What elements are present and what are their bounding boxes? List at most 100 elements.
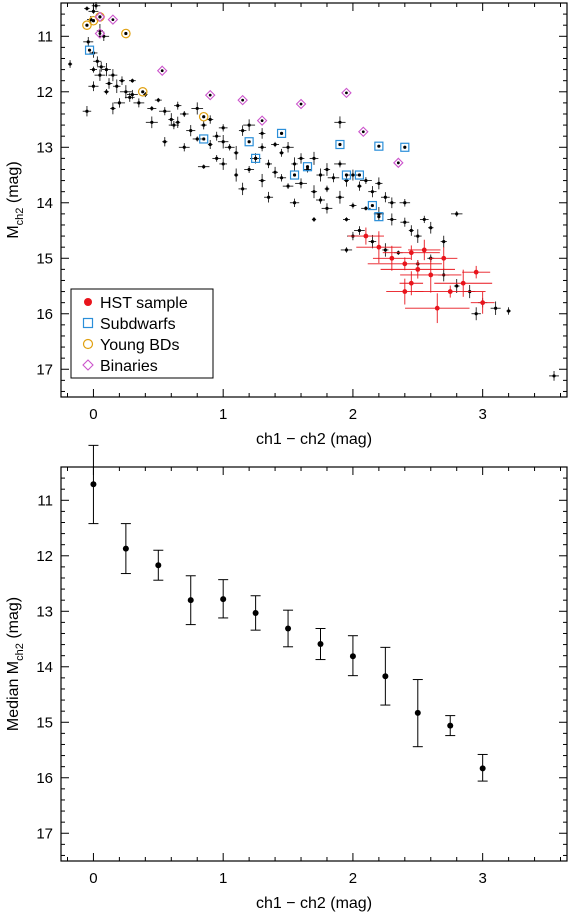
- field-point: [344, 248, 349, 252]
- field-point: [182, 112, 186, 116]
- field-point: [169, 117, 173, 122]
- binary-marker: [237, 94, 248, 106]
- binary-marker: [107, 14, 119, 25]
- young-bd-marker: [121, 28, 131, 39]
- y-axis-label-unit: (mag): [5, 597, 22, 643]
- field-point: [130, 79, 134, 83]
- field-point: [299, 181, 303, 185]
- field-point: [455, 212, 459, 216]
- y-axis-label-main: M: [5, 225, 22, 238]
- x-tick-label: 1: [219, 406, 227, 423]
- legend-subdwarf-marker: [82, 317, 94, 329]
- binary-center: [111, 18, 115, 22]
- subdwarf-marker: [400, 142, 410, 152]
- subdwarf-center: [87, 48, 92, 52]
- subdwarf-center: [344, 173, 349, 177]
- field-point: [91, 9, 96, 13]
- subdwarf-marker: [276, 128, 287, 139]
- median-point: [220, 596, 227, 603]
- field-point: [111, 106, 115, 111]
- binary-center: [98, 32, 102, 35]
- field-point: [364, 206, 368, 210]
- field-point: [344, 178, 349, 183]
- field-point: [279, 176, 284, 180]
- binary-center: [160, 69, 164, 73]
- median-point: [479, 765, 486, 772]
- young-bd-center: [85, 23, 89, 27]
- field-point: [163, 109, 167, 113]
- field-point: [403, 220, 407, 224]
- legend-label: Binaries: [100, 358, 158, 375]
- x-tick-label: 0: [89, 870, 97, 887]
- hst-point: [434, 305, 440, 311]
- x-tick-label: 1: [219, 870, 227, 887]
- subdwarf-center: [292, 173, 297, 177]
- y-tick-label: 17: [36, 361, 53, 378]
- field-point: [266, 162, 271, 166]
- binary-center: [345, 91, 348, 95]
- hst-point: [447, 289, 453, 294]
- subdwarf-center: [305, 165, 310, 169]
- field-point: [292, 201, 297, 205]
- field-point: [273, 142, 277, 147]
- field-point: [260, 145, 264, 149]
- median-point: [447, 722, 454, 729]
- hst-point: [480, 300, 486, 306]
- field-point: [338, 195, 342, 199]
- field-point: [344, 217, 349, 222]
- binary-center: [396, 161, 400, 165]
- hst-point: [421, 247, 427, 253]
- young-bd-marker: [198, 111, 209, 122]
- binary-center: [299, 102, 303, 106]
- field-point: [403, 201, 407, 205]
- x-axis-label: ch1 − ch2 (mag): [256, 431, 372, 448]
- field-point: [202, 165, 206, 169]
- subdwarf-marker: [84, 45, 95, 55]
- legend-label: Young BDs: [100, 337, 179, 354]
- binary-marker: [256, 115, 268, 126]
- young-bd-center: [124, 31, 128, 36]
- field-point: [286, 184, 290, 188]
- hst-point: [473, 269, 479, 275]
- field-point: [128, 95, 132, 99]
- legend-young-marker: [82, 338, 94, 350]
- hst-point: [408, 250, 414, 256]
- field-point: [195, 106, 199, 111]
- field-point: [390, 201, 394, 205]
- binary-center: [361, 130, 365, 134]
- field-point: [351, 173, 355, 177]
- binary-marker: [94, 28, 106, 39]
- subdwarf-center: [338, 142, 342, 147]
- field-point: [91, 84, 96, 88]
- median-point: [252, 609, 259, 616]
- y-tick-label: 12: [36, 84, 53, 101]
- subdwarf-marker: [302, 162, 313, 172]
- hst-point: [402, 289, 408, 294]
- hst-point: [363, 233, 369, 239]
- y-axis-label: Mch2 (mag): [5, 161, 26, 238]
- y-tick-label: 11: [37, 28, 53, 45]
- y-axis-label-subscript: ch2: [14, 643, 26, 661]
- field-point: [370, 190, 374, 194]
- field-point: [104, 67, 109, 72]
- hst-point: [408, 280, 414, 286]
- field-point: [221, 126, 225, 130]
- binary-marker: [94, 11, 106, 23]
- field-point: [312, 156, 316, 160]
- plot-frame: [60, 466, 568, 862]
- field-point: [176, 120, 180, 124]
- x-tick-label: 3: [478, 870, 486, 887]
- field-point: [195, 137, 199, 141]
- x-axis-label: ch1 − ch2 (mag): [256, 895, 372, 912]
- y-tick-label: 16: [36, 770, 53, 787]
- y-tick-label: 14: [36, 659, 53, 676]
- field-point: [292, 162, 297, 166]
- median-point: [187, 597, 194, 604]
- field-point: [247, 167, 251, 172]
- field-point: [422, 217, 426, 222]
- field-point: [383, 248, 387, 252]
- field-point: [260, 131, 264, 136]
- y-tick-label: 16: [36, 306, 53, 323]
- field-point: [91, 67, 96, 72]
